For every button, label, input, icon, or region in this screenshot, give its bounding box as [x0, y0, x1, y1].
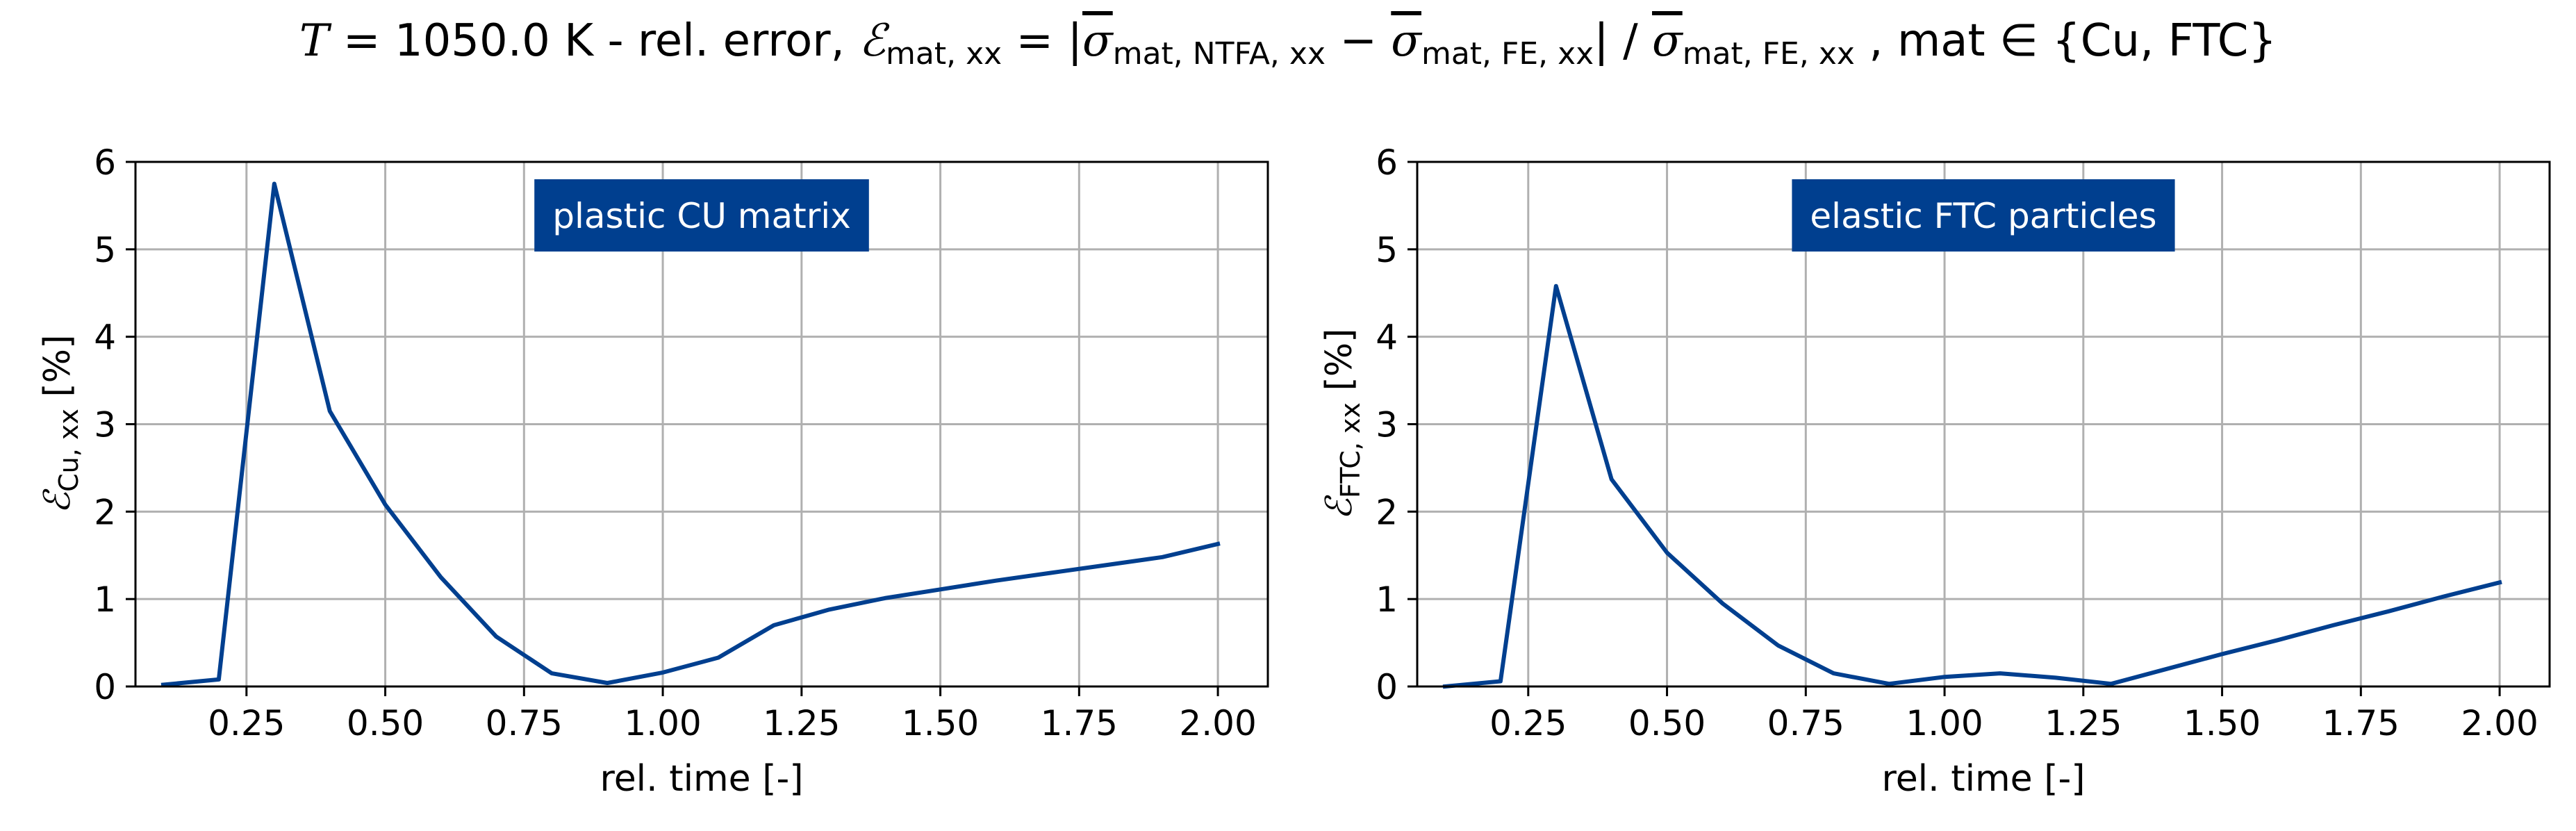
- panel-1: 0.25 0.50 0.75 1.00 1.25 1.50 1.75 2.00 0 1 2 3 4 5 6 r…: [37, 142, 1269, 800]
- title-abs-divide: | /: [1594, 15, 1653, 67]
- panel-2-annotation-box: [1792, 179, 2175, 252]
- panel-1-ytick-label-0: 0: [94, 667, 116, 707]
- panel-2-xtick-label-0: 0.25: [1489, 703, 1567, 743]
- panel-2-xtick-label-6: 1.75: [2322, 703, 2400, 743]
- panel-2: 0.25 0.50 0.75 1.00 1.25 1.50 1.75 2.00 0 1 2 3 4 5 6 r…: [1319, 142, 2551, 800]
- panel-1-xtick-label-6: 1.75: [1041, 703, 1118, 743]
- panel-1-ytick-label-2: 2: [94, 492, 116, 532]
- title-equals: = |: [1002, 15, 1083, 67]
- panel-1-ytick-label-5: 5: [94, 230, 116, 270]
- panel-2-xtick-label-7: 2.00: [2461, 703, 2538, 743]
- panel-2-xtick-label-4: 1.25: [2045, 703, 2122, 743]
- panel-1-xtick-label-5: 1.50: [902, 703, 979, 743]
- panel-2-ytick-label-5: 5: [1376, 230, 1398, 270]
- panel-1-ytick-label-3: 3: [94, 405, 116, 445]
- panel-1-ylabel-unit: [%]: [37, 335, 79, 409]
- panel-2-ylabel: ℰFTC, xx [%]: [1319, 329, 1366, 520]
- panel-1-annotation-label: plastic CU matrix: [552, 196, 851, 236]
- panel-2-annotation-label: elastic FTC particles: [1810, 196, 2156, 236]
- panel-1-ytick-label-1: 1: [94, 579, 116, 620]
- panel-2-ytick-label-1: 1: [1376, 579, 1398, 620]
- panel-1-xtick-label-7: 2.00: [1179, 703, 1256, 743]
- panel-1-xtick-label-4: 1.25: [763, 703, 840, 743]
- panel-2-xtick-label-1: 0.50: [1628, 703, 1706, 743]
- title-eps-symbol: ℰ: [859, 15, 886, 67]
- panel-1-ylabel: ℰCu, xx [%]: [37, 335, 84, 514]
- panel-1-series-line: [160, 181, 1221, 687]
- panel-1-ylabel-subscript: Cu, xx: [53, 409, 84, 492]
- panel-2-xtick-label-2: 0.75: [1767, 703, 1844, 743]
- title-sigma-ntfa: σ: [1082, 15, 1113, 67]
- title-eps-subscript: mat, xx: [886, 36, 1002, 72]
- panel-1-ytick-label-6: 6: [94, 142, 116, 183]
- title-material-set: , mat ∈ {Cu, FTC}: [1854, 15, 2277, 67]
- panel-2-ytick-label-6: 6: [1376, 142, 1398, 183]
- panel-2-xtick-label-5: 1.50: [2183, 703, 2261, 743]
- panel-2-ytick-label-0: 0: [1376, 667, 1398, 707]
- title-sigma-fe: σ: [1391, 15, 1421, 67]
- panel-2-ylabel-unit: [%]: [1319, 329, 1360, 403]
- panel-2-annotation: elastic FTC particles: [1792, 179, 2175, 252]
- title-temperature: = 1050.0 K - rel. error,: [329, 15, 859, 67]
- panel-2-xtick-label-3: 1.00: [1906, 703, 1983, 743]
- title-minus: −: [1325, 15, 1392, 67]
- panel-2-xlabel: rel. time [-]: [1881, 758, 2085, 800]
- title-t-symbol: T: [299, 15, 329, 67]
- panel-2-ytick-label-4: 4: [1376, 318, 1398, 358]
- panel-1-annotation: plastic CU matrix: [534, 179, 869, 252]
- panel-1-ytick-label-4: 4: [94, 318, 116, 358]
- panel-1-xtick-label-1: 0.50: [347, 703, 424, 743]
- title-sigma-ntfa-subscript: mat, NTFA, xx: [1112, 36, 1326, 72]
- panel-1-xtick-label-2: 0.75: [486, 703, 563, 743]
- panel-2-ytick-label-3: 3: [1376, 405, 1398, 445]
- panel-1-xtick-label-3: 1.00: [624, 703, 701, 743]
- figure-title: T = 1050.0 K - rel. error, ℰmat, xx = |σ…: [0, 15, 2576, 72]
- panel-1-xtick-label-0: 0.25: [208, 703, 285, 743]
- panel-2-ylabel-symbol: ℰ: [1319, 495, 1360, 520]
- panel-1-ylabel-symbol: ℰ: [37, 488, 79, 513]
- panel-1-xlabel: rel. time [-]: [600, 758, 803, 800]
- title-sigma-fe-denominator-subscript: mat, FE, xx: [1682, 36, 1855, 72]
- title-sigma-fe-subscript: mat, FE, xx: [1421, 36, 1594, 72]
- title-sigma-fe-denominator: σ: [1652, 15, 1683, 67]
- panel-2-ytick-label-2: 2: [1376, 492, 1398, 532]
- panel-1-annotation-box: [534, 179, 869, 252]
- panel-2-ylabel-subscript: FTC, xx: [1335, 402, 1366, 498]
- panel-2-series-line: [1442, 283, 2502, 689]
